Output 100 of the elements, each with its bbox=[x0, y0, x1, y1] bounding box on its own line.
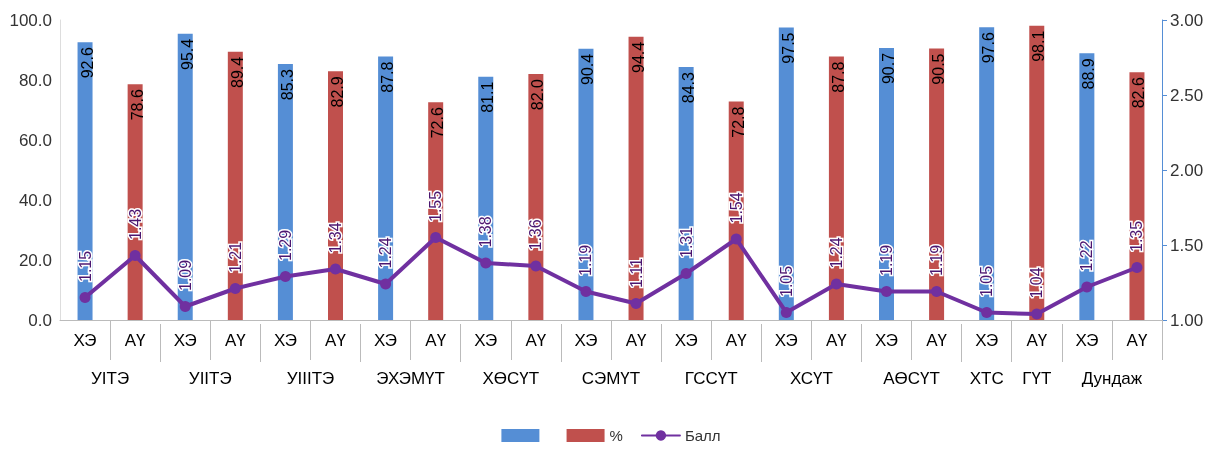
legend-label: % bbox=[609, 427, 623, 444]
point bbox=[830, 278, 842, 290]
y2-tick-label: 2.00 bbox=[1170, 160, 1204, 180]
x-tick-label: АҮ bbox=[826, 331, 848, 350]
x-tick-label: АҮ bbox=[1126, 331, 1148, 350]
point bbox=[680, 268, 692, 279]
x-tick-label: АҮ bbox=[525, 331, 547, 350]
data-label: 98.1 bbox=[1030, 30, 1048, 62]
point bbox=[630, 298, 642, 309]
data-label: 72.6 bbox=[429, 107, 447, 139]
data-label: 1.05 bbox=[777, 265, 795, 297]
point bbox=[1081, 281, 1093, 293]
point bbox=[79, 292, 91, 303]
data-label: 1.19 bbox=[878, 244, 895, 276]
text: ГССҮТ bbox=[684, 369, 738, 388]
data-label: 1.05 bbox=[978, 265, 996, 297]
x-tick-label: АҮ bbox=[325, 331, 347, 350]
data-label: 82.6 bbox=[1130, 77, 1148, 109]
point bbox=[730, 233, 742, 245]
data-label: 85.3 bbox=[278, 69, 296, 101]
text: ХТС bbox=[969, 369, 1004, 388]
point bbox=[229, 283, 241, 294]
x-tick-label: АҮ bbox=[124, 331, 147, 350]
text: УІІТЭ bbox=[188, 369, 232, 388]
data-label: 1.55 bbox=[427, 190, 445, 222]
text: ГҮТ bbox=[1022, 369, 1052, 388]
x-tick-label: АҮ bbox=[725, 331, 748, 350]
text: УІТЭ bbox=[91, 369, 130, 388]
text: АӨСҮТ bbox=[883, 369, 940, 388]
data-label: 1.35 bbox=[1128, 220, 1146, 252]
data-label: 97.6 bbox=[980, 32, 998, 64]
point bbox=[1031, 308, 1043, 320]
point bbox=[881, 286, 892, 297]
x-tick-label: АҮ bbox=[926, 331, 948, 350]
y-tick-label: 80.0 bbox=[18, 70, 52, 90]
data-label: 1.15 bbox=[76, 250, 94, 282]
data-label: 94.4 bbox=[629, 41, 647, 73]
y2-tick-label: 2.50 bbox=[1170, 85, 1204, 105]
data-label: 1.09 bbox=[176, 259, 194, 291]
data-label: 97.5 bbox=[779, 32, 797, 64]
data-label: 90.4 bbox=[579, 53, 597, 85]
data-label: 82.0 bbox=[529, 78, 547, 111]
point bbox=[330, 263, 341, 275]
data-label: 84.3 bbox=[679, 72, 697, 104]
text: ХӨСҮТ bbox=[482, 369, 540, 388]
y-tick-label: 100.0 bbox=[9, 10, 52, 30]
y2-tick-label: 1.00 bbox=[1170, 310, 1204, 330]
data-label: 1.29 bbox=[276, 229, 294, 261]
y-tick-label: 20.0 bbox=[18, 250, 52, 270]
text: СЭМҮТ bbox=[581, 369, 641, 388]
x-tick-label: ХЭ bbox=[774, 331, 798, 350]
data-label: 1.11 bbox=[627, 257, 645, 288]
y-tick-label: 60.0 bbox=[18, 130, 52, 150]
point bbox=[530, 260, 542, 272]
data-label: 81.1 bbox=[479, 81, 497, 113]
data-label: 89.4 bbox=[228, 56, 246, 88]
data-label: 1.04 bbox=[1028, 267, 1046, 299]
data-label: 1.19 bbox=[928, 244, 946, 276]
point bbox=[430, 232, 442, 243]
y-tick-label: 40.0 bbox=[18, 190, 52, 210]
point bbox=[780, 307, 792, 318]
point bbox=[480, 257, 492, 269]
x-tick-label: ХЭ bbox=[474, 331, 498, 350]
data-label: 1.31 bbox=[677, 226, 695, 258]
x-tick-label: ХЭ bbox=[975, 331, 999, 350]
x-tick-label: ХЭ bbox=[73, 331, 97, 350]
data-label: 78.6 bbox=[128, 89, 146, 121]
point bbox=[279, 271, 291, 282]
point bbox=[179, 301, 191, 312]
point bbox=[931, 286, 943, 297]
y-tick-label: 0.0 bbox=[28, 310, 52, 330]
data-label: 1.34 bbox=[327, 222, 344, 254]
data-label: 87.8 bbox=[379, 61, 397, 93]
data-label: 1.21 bbox=[226, 241, 244, 273]
data-label: 88.9 bbox=[1080, 58, 1098, 90]
x-tick-label: ХЭ bbox=[173, 331, 197, 350]
text: ХСҮТ bbox=[789, 369, 833, 388]
data-label: 1.24 bbox=[827, 237, 845, 269]
x-tick-label: ХЭ bbox=[674, 331, 698, 350]
x-tick-label: АҮ bbox=[224, 331, 247, 350]
point bbox=[981, 307, 993, 318]
data-label: 1.38 bbox=[477, 216, 495, 248]
data-label: 1.36 bbox=[527, 219, 545, 251]
data-label: 72.8 bbox=[729, 106, 747, 138]
data-label: 95.4 bbox=[178, 38, 196, 70]
x-tick-label: ХЭ bbox=[875, 331, 898, 350]
data-label: 1.22 bbox=[1078, 240, 1096, 272]
text: ЭХЭМҮТ bbox=[376, 369, 445, 388]
data-label: 1.24 bbox=[377, 237, 395, 269]
point bbox=[1131, 262, 1143, 273]
text: Дундаж bbox=[1081, 369, 1143, 388]
point bbox=[380, 278, 392, 290]
text: УІІІТЭ bbox=[286, 369, 335, 388]
data-label: 82.9 bbox=[329, 76, 346, 108]
data-label: 1.43 bbox=[126, 208, 144, 240]
data-label: 92.6 bbox=[78, 47, 96, 79]
data-label: 1.19 bbox=[577, 244, 595, 276]
y2-tick-label: 3.00 bbox=[1170, 10, 1204, 30]
point bbox=[580, 286, 592, 297]
y2-tick-label: 1.50 bbox=[1170, 235, 1204, 255]
